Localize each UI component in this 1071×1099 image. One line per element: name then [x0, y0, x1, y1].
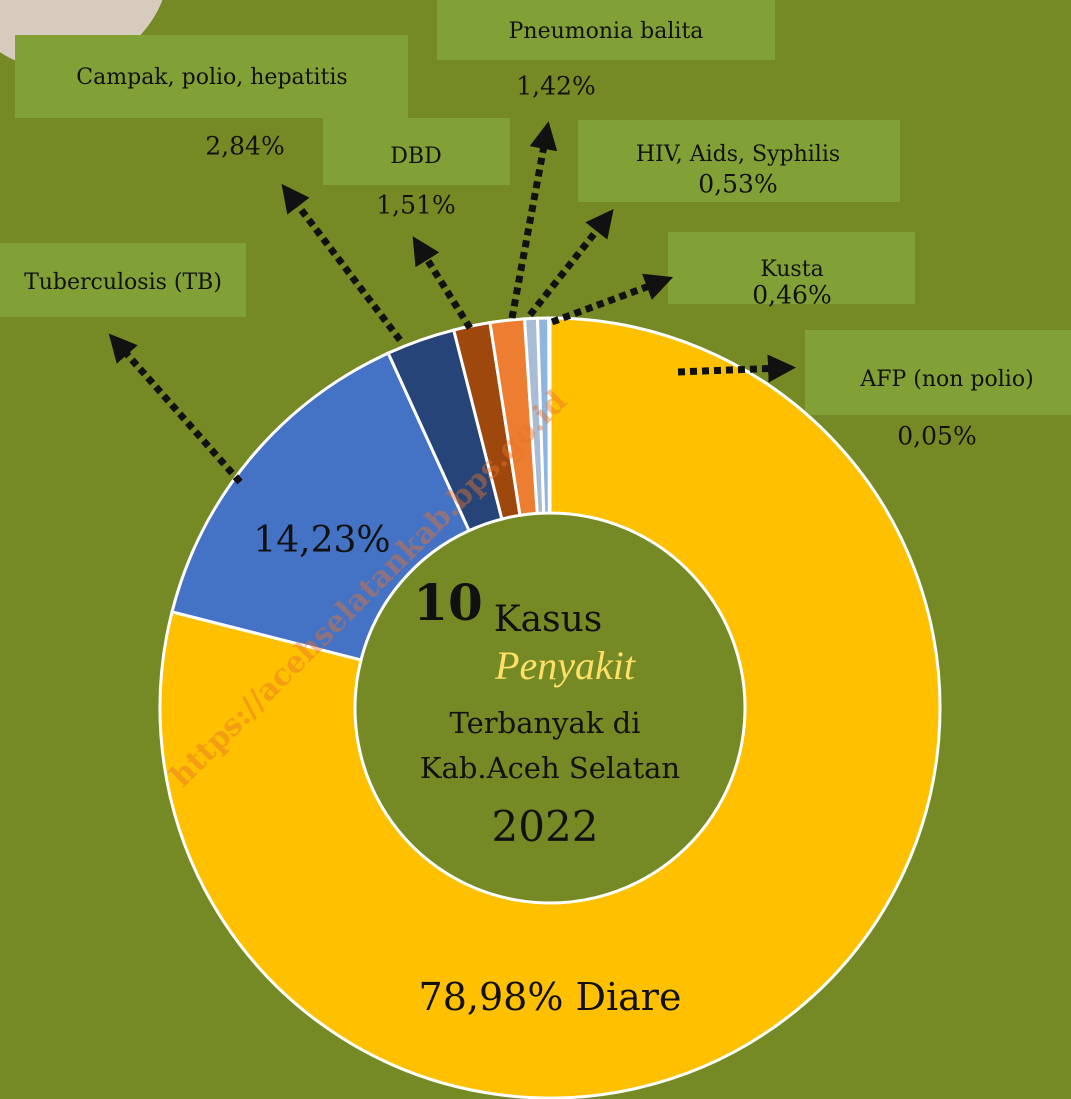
- center-year: 2022: [492, 802, 599, 851]
- slice-label: 78,98% Diare: [419, 975, 682, 1019]
- category-label: Pneumonia balita: [509, 19, 704, 44]
- donut-slice: [547, 316, 552, 515]
- arrows: [108, 121, 796, 485]
- labels: 78,98% Diare Tuberculosis (TB) 14,23% Campa…: [24, 19, 1034, 1019]
- value-label: 14,23%: [253, 520, 390, 561]
- value-label: 0,46%: [752, 281, 831, 310]
- value-label: 1,42%: [516, 72, 595, 101]
- value-label: 0,05%: [897, 422, 976, 451]
- value-label: 78,98%: [419, 975, 564, 1019]
- category-label: AFP (non polio): [859, 367, 1033, 392]
- center-line: Penyakit: [494, 643, 636, 688]
- value-label: 0,53%: [698, 170, 777, 199]
- center-line: Terbanyak di: [450, 706, 641, 740]
- donut: [158, 316, 942, 1099]
- center-line: Kab.Aceh Selatan: [420, 751, 680, 785]
- donut-slice: [158, 316, 942, 1099]
- donut-slice: [170, 351, 472, 662]
- value-label: 2,84%: [205, 132, 284, 161]
- category-label: Tuberculosis (TB): [24, 270, 222, 295]
- value-label: 1,51%: [376, 191, 455, 220]
- category-label: HIV, Aids, Syphilis: [636, 142, 840, 167]
- center-line: Kasus: [494, 599, 603, 640]
- category-label: Kusta: [760, 257, 823, 282]
- label-boxes: [0, 0, 1071, 415]
- category-label: Diare: [576, 975, 682, 1019]
- category-label: Campak, polio, hepatitis: [76, 65, 347, 90]
- center-text: 10 Kasus Penyakit Terbanyak di Kab.Aceh …: [413, 573, 680, 851]
- category-label: DBD: [390, 144, 441, 169]
- center-number: 10: [413, 573, 483, 632]
